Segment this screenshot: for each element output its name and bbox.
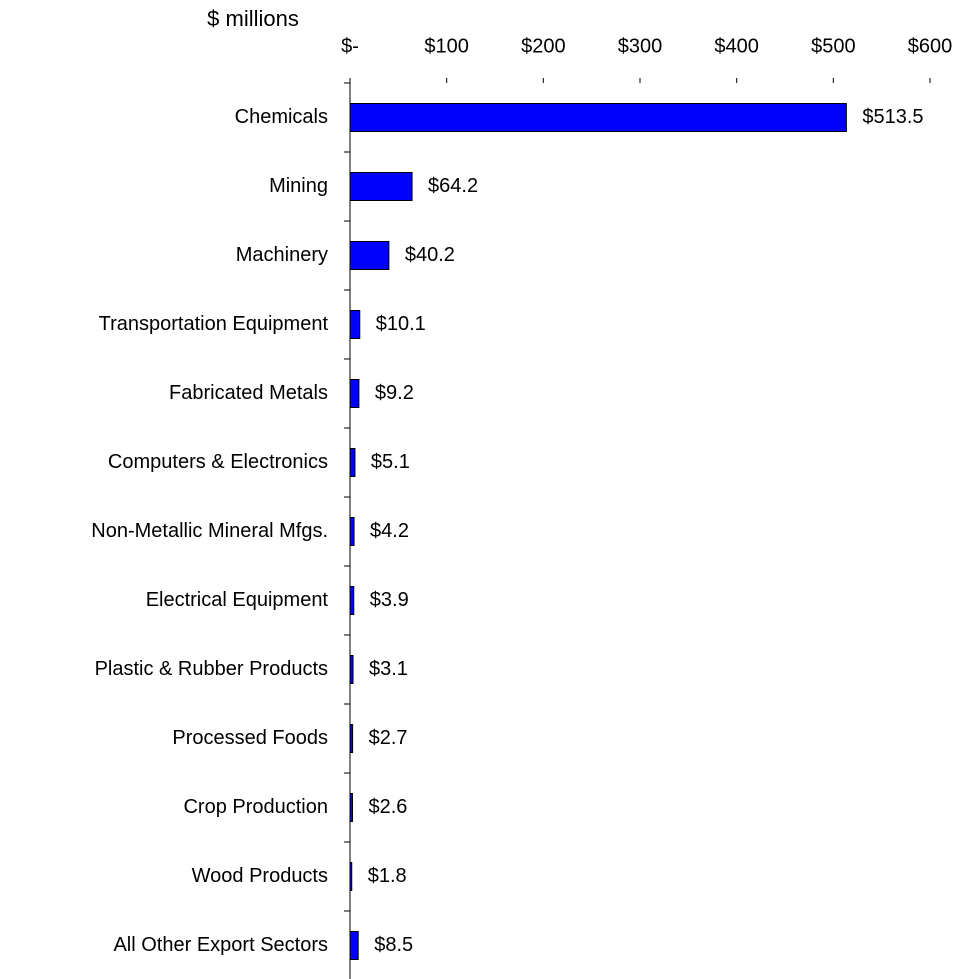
x-tick-label: $- [341,35,359,57]
y-tick-label: Transportation Equipment [99,313,329,335]
y-tick-label: Wood Products [192,865,328,887]
value-label: $8.5 [374,934,413,956]
axis-title: $ millions [207,6,299,31]
bar [349,724,354,753]
value-label: $4.2 [370,520,409,542]
value-label: $1.8 [368,865,407,887]
y-tick-label: Crop Production [183,796,328,818]
value-label: $2.6 [369,796,408,818]
bar [349,517,355,546]
value-label: $5.1 [371,451,410,473]
x-tick-label: $500 [811,35,856,57]
y-tick-label: Plastic & Rubber Products [95,658,328,680]
value-label: $40.2 [405,244,455,266]
bar [349,241,390,270]
value-label: $2.7 [369,727,408,749]
y-tick-label: Electrical Equipment [146,589,329,611]
y-tick-label: Processed Foods [172,727,328,749]
bar [349,931,359,960]
value-label: $64.2 [428,175,478,197]
value-label: $3.1 [369,658,408,680]
bar [349,103,847,132]
y-tick-label: All Other Export Sectors [113,934,328,956]
y-tick-label: Chemicals [235,106,328,128]
y-tick-label: Fabricated Metals [169,382,328,404]
x-tick-label: $600 [908,35,953,57]
bar [349,793,354,822]
value-label: $10.1 [376,313,426,335]
bar [349,862,353,891]
bar [349,448,356,477]
value-label: $513.5 [862,106,923,128]
x-tick-label: $300 [618,35,663,57]
bar [349,310,361,339]
y-tick-label: Non-Metallic Mineral Mfgs. [91,520,328,542]
value-label: $9.2 [375,382,414,404]
value-label: $3.9 [370,589,409,611]
x-tick-label: $200 [521,35,566,57]
bar [349,172,413,201]
bar [349,586,355,615]
y-tick-label: Computers & Electronics [108,451,328,473]
x-tick-label: $400 [714,35,759,57]
bar [349,379,360,408]
y-tick-label: Mining [269,175,328,197]
x-tick-label: $100 [424,35,469,57]
y-tick-label: Machinery [236,244,328,266]
bar [349,655,354,684]
